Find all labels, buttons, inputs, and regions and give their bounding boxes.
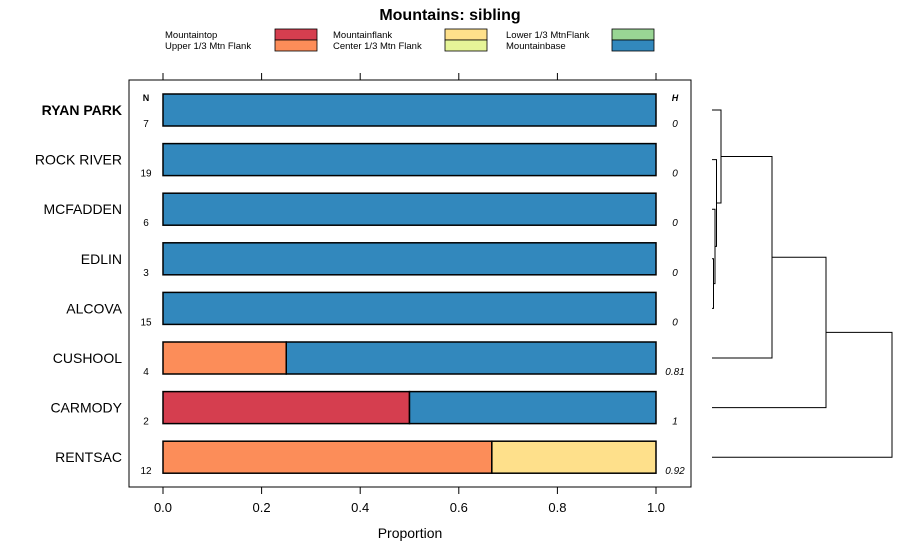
- bars: [162, 93, 657, 474]
- legend-label-lower-1-3-mtnflank: Lower 1/3 MtnFlank: [506, 30, 590, 41]
- dendrogram-branch: [712, 331, 893, 458]
- x-axis: 0.0 0.2 0.4 0.6 0.8 1.0: [154, 73, 665, 515]
- legend-label-center-1-3-mtn-flank: Center 1/3 Mtn Flank: [333, 41, 422, 52]
- chart-title: Mountains: sibling: [379, 7, 520, 24]
- legend-label-mountainflank: Mountainflank: [333, 30, 392, 41]
- row-label-edlin: EDLIN: [81, 251, 122, 267]
- x-tick-label: 0.6: [450, 500, 468, 515]
- x-axis-label: Proportion: [378, 525, 443, 541]
- row-label-rentsac: RENTSAC: [55, 449, 122, 465]
- n-value-mcfadden: 6: [143, 218, 149, 229]
- legend-swatch-mountainflank: [444, 28, 488, 41]
- dendrogram-branch: [712, 159, 717, 247]
- x-tick-label: 0.4: [351, 500, 369, 515]
- bar-segment-rentsac-mountainflank: [491, 440, 657, 474]
- h-value-edlin: 0: [672, 268, 678, 279]
- n-value-edlin: 3: [143, 268, 149, 279]
- legend-label-upper-1-3-mtn-flank: Upper 1/3 Mtn Flank: [165, 41, 251, 52]
- n-column-header: N: [143, 93, 150, 103]
- n-value-rock-river: 19: [140, 169, 152, 180]
- h-value-carmody: 1: [672, 417, 678, 428]
- row-label-cushool: CUSHOOL: [53, 350, 122, 366]
- legend-swatch-center-1-3-mtn-flank: [444, 39, 488, 52]
- row-label-mcfadden: MCFADDEN: [43, 201, 122, 217]
- bar-segment-cushool-mountainbase: [285, 341, 657, 375]
- bar-segment-carmody-mountaintop: [162, 390, 411, 425]
- row-label-ryan-park: RYAN PARK: [42, 102, 122, 118]
- bar-segment-ryan-park-mountainbase: [162, 93, 657, 127]
- h-column-header: H: [672, 93, 679, 103]
- h-value-ryan-park: 0: [672, 119, 678, 130]
- row-labels: RYAN PARK 7 0 ROCK RIVER 19 0 MCFADDEN 6 0 EDLIN 3…: [35, 102, 685, 477]
- h-value-mcfadden: 0: [672, 218, 678, 229]
- n-value-rentsac: 12: [140, 466, 152, 477]
- legend-swatch-lower-1-3-mtnflank: [611, 28, 655, 41]
- dendrogram-branch: [712, 256, 827, 409]
- bar-segment-mcfadden-mountainbase: [162, 192, 657, 226]
- bar-segment-cushool-upper-1-3-mtn-flank: [162, 341, 287, 375]
- legend-swatch-upper-1-3-mtn-flank: [274, 39, 318, 52]
- h-value-cushool: 0.81: [665, 367, 684, 378]
- bar-segment-alcova-mountainbase: [162, 291, 657, 326]
- legend-swatch-mountainbase: [611, 39, 655, 52]
- h-value-rock-river: 0: [672, 169, 678, 180]
- h-value-rentsac: 0.92: [665, 466, 685, 477]
- plot-frame: [128, 79, 692, 488]
- legend-label-mountaintop: Mountaintop: [165, 30, 217, 41]
- n-value-ryan-park: 7: [143, 119, 149, 130]
- bar-segment-rock-river-mountainbase: [162, 142, 657, 177]
- dendrogram-branch: [712, 258, 714, 309]
- x-tick-label: 0.0: [154, 500, 172, 515]
- row-label-alcova: ALCOVA: [66, 300, 122, 316]
- x-tick-label: 0.8: [548, 500, 566, 515]
- n-value-alcova: 15: [140, 317, 152, 328]
- row-label-rock-river: ROCK RIVER: [35, 152, 122, 168]
- bar-segment-edlin-mountainbase: [162, 242, 657, 276]
- legend-label-mountainbase: Mountainbase: [506, 41, 566, 52]
- n-value-carmody: 2: [143, 417, 149, 428]
- bar-segment-carmody-mountainbase: [408, 390, 657, 425]
- x-tick-label: 1.0: [647, 500, 665, 515]
- x-tick-label: 0.2: [253, 500, 271, 515]
- legend-swatch-mountaintop: [274, 28, 318, 41]
- h-value-alcova: 0: [672, 317, 678, 328]
- bar-segment-rentsac-upper-1-3-mtn-flank: [162, 440, 493, 474]
- n-value-cushool: 4: [143, 367, 149, 378]
- dendrogram: [712, 109, 893, 458]
- row-label-carmody: CARMODY: [50, 400, 122, 416]
